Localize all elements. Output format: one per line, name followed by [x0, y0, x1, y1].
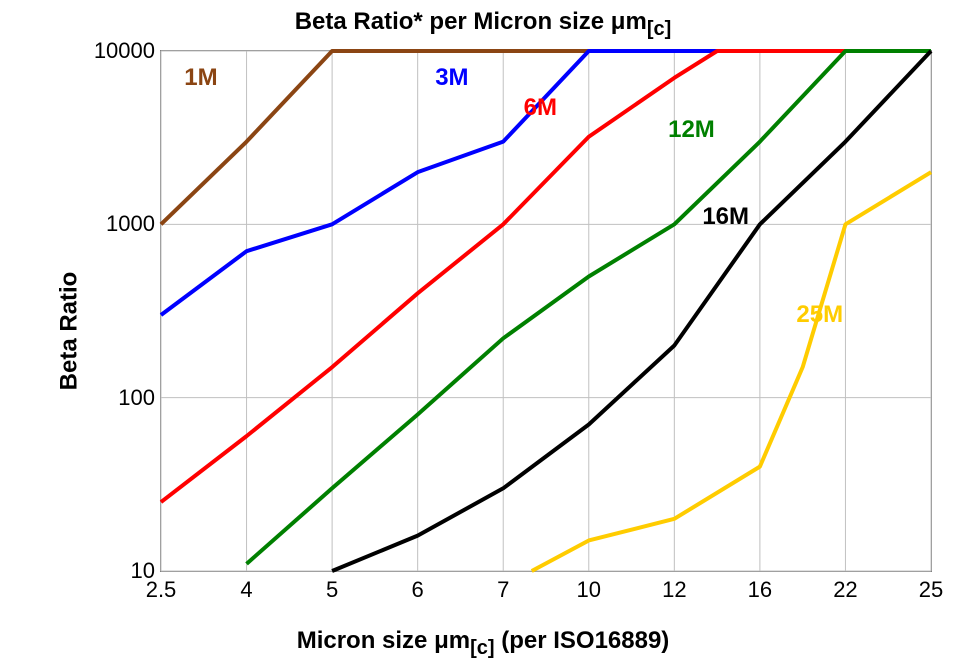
y-tick-label: 10 [131, 558, 161, 584]
y-tick-label: 1000 [106, 211, 161, 237]
series-label-16M: 16M [702, 203, 749, 231]
series-label-1M: 1M [184, 64, 217, 92]
x-tick-label: 10 [577, 571, 601, 603]
y-axis-label: Beta Ratio [55, 272, 83, 391]
x-tick-label: 5 [326, 571, 338, 603]
series-line-1M [161, 51, 931, 224]
x-tick-label: 22 [833, 571, 857, 603]
series-label-6M: 6M [524, 94, 557, 122]
x-tick-label: 4 [240, 571, 252, 603]
x-axis-label: Micron size μm[c] (per ISO16889) [0, 627, 966, 660]
series-line-25M [532, 172, 931, 571]
plot-area: 2.545671012162225101001000100001M3M6M12M… [160, 50, 932, 572]
chart-title: Beta Ratio* per Micron size μm[c] [0, 8, 966, 41]
x-tick-label: 7 [497, 571, 509, 603]
y-tick-label: 100 [118, 385, 161, 411]
x-tick-label: 16 [748, 571, 772, 603]
chart-container: Beta Ratio* per Micron size μm[c] Beta R… [0, 0, 966, 662]
series-label-12M: 12M [668, 116, 715, 144]
x-tick-label: 25 [919, 571, 943, 603]
series-label-3M: 3M [435, 64, 468, 92]
x-tick-label: 12 [662, 571, 686, 603]
x-tick-label: 6 [412, 571, 424, 603]
y-tick-label: 10000 [94, 38, 161, 64]
series-label-25M: 25M [796, 301, 843, 329]
